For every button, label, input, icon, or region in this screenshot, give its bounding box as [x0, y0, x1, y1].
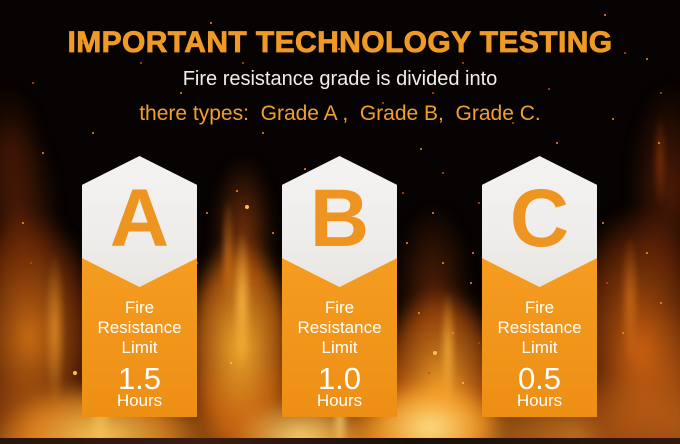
limit-value: 1.0	[317, 360, 362, 396]
limit-unit: Hours	[316, 390, 363, 410]
page-title: IMPORTANT TECHNOLOGY TESTING	[67, 26, 613, 60]
grade-card-a: Fire Resistance Limit 1.5 Hours A	[82, 156, 197, 417]
grade-a-banner: Fire Resistance Limit 1.5 Hours	[82, 258, 197, 417]
limit-value: 1.5	[117, 360, 162, 396]
grade-letter: B	[309, 172, 370, 264]
grade-c-hexagon: C	[482, 156, 597, 287]
grade-letter: A	[109, 172, 170, 264]
limit-label: Fire Resistance Limit	[97, 298, 182, 357]
limit-label: Fire Resistance Limit	[297, 298, 382, 357]
limit-label: Fire Resistance Limit	[497, 298, 582, 357]
grade-b-banner: Fire Resistance Limit 1.0 Hours	[282, 258, 397, 417]
limit-unit: Hours	[116, 390, 163, 410]
limit-unit: Hours	[516, 390, 563, 410]
limit-value: 0.5	[517, 360, 562, 396]
grade-a-hexagon: A	[82, 156, 197, 287]
subtitle: Fire resistance grade is divided into	[182, 68, 498, 90]
grade-card-c: Fire Resistance Limit 0.5 Hours C	[482, 156, 597, 417]
grade-card-b: Fire Resistance Limit 1.0 Hours B	[282, 156, 397, 417]
grade-types-line: there types: Grade A , Grade B, Grade C.	[139, 102, 541, 125]
grade-letter: C	[509, 172, 570, 264]
ember-dots-layer	[0, 0, 2, 2]
grade-b-hexagon: B	[282, 156, 397, 287]
bottom-strip	[0, 438, 680, 444]
